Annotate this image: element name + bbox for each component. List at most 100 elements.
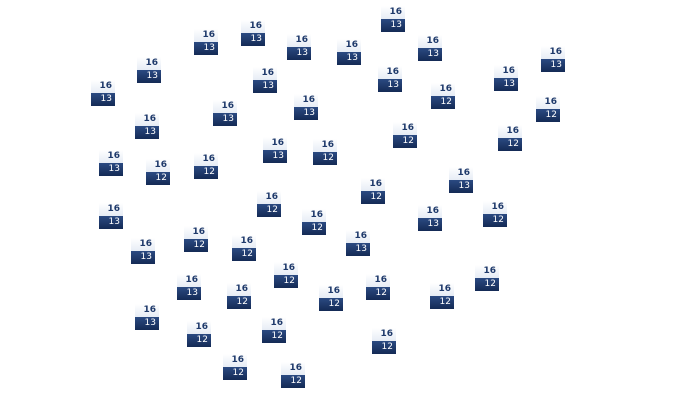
map-marker[interactable]: 16 13 [449,167,473,193]
map-marker[interactable]: 16 13 [418,205,442,231]
marker-bottom-value: 12 [302,222,326,235]
marker-bottom-value: 13 [287,47,311,60]
marker-bottom-value: 13 [494,78,518,91]
marker-top-value: 16 [257,191,281,204]
map-marker[interactable]: 16 12 [184,226,208,252]
marker-top-value: 16 [91,80,115,93]
map-marker[interactable]: 16 12 [274,262,298,288]
marker-bottom-value: 12 [483,214,507,227]
marker-top-value: 16 [287,34,311,47]
map-marker[interactable]: 16 12 [227,283,251,309]
map-marker[interactable]: 16 13 [494,65,518,91]
map-marker[interactable]: 16 12 [232,235,256,261]
marker-bottom-value: 12 [194,166,218,179]
marker-bottom-value: 12 [361,191,385,204]
map-marker[interactable]: 16 13 [381,6,405,32]
marker-top-value: 16 [184,226,208,239]
map-marker[interactable]: 16 12 [257,191,281,217]
marker-bottom-value: 13 [541,59,565,72]
map-marker[interactable]: 16 13 [135,113,159,139]
map-marker[interactable]: 16 12 [223,354,247,380]
marker-bottom-value: 13 [337,52,361,65]
map-marker[interactable]: 16 13 [294,94,318,120]
marker-bottom-value: 12 [257,204,281,217]
map-marker[interactable]: 16 12 [475,265,499,291]
marker-top-value: 16 [146,159,170,172]
map-marker[interactable]: 16 12 [319,285,343,311]
map-marker[interactable]: 16 13 [346,230,370,256]
marker-bottom-value: 12 [281,375,305,388]
map-marker[interactable]: 16 12 [393,122,417,148]
map-marker[interactable]: 16 12 [194,153,218,179]
map-marker[interactable]: 16 13 [378,66,402,92]
map-marker[interactable]: 16 12 [366,274,390,300]
map-marker[interactable]: 16 13 [418,35,442,61]
marker-bottom-value: 12 [232,248,256,261]
marker-bottom-value: 13 [194,42,218,55]
map-marker[interactable]: 16 12 [281,362,305,388]
marker-top-value: 16 [262,317,286,330]
marker-bottom-value: 13 [91,93,115,106]
map-marker[interactable]: 16 13 [213,100,237,126]
marker-top-value: 16 [99,203,123,216]
map-marker[interactable]: 16 12 [187,321,211,347]
map-marker[interactable]: 16 12 [361,178,385,204]
marker-bottom-value: 13 [135,317,159,330]
map-marker[interactable]: 16 13 [99,150,123,176]
marker-top-value: 16 [135,113,159,126]
marker-bottom-value: 13 [177,287,201,300]
marker-top-value: 16 [541,46,565,59]
marker-top-value: 16 [131,238,155,251]
marker-top-value: 16 [274,262,298,275]
map-marker[interactable]: 16 12 [431,83,455,109]
marker-bottom-value: 12 [146,172,170,185]
marker-top-value: 16 [319,285,343,298]
marker-top-value: 16 [253,67,277,80]
marker-top-value: 16 [494,65,518,78]
map-marker[interactable]: 16 13 [91,80,115,106]
map-marker[interactable]: 16 13 [241,20,265,46]
map-marker[interactable]: 16 12 [262,317,286,343]
map-marker[interactable]: 16 13 [137,57,161,83]
marker-top-value: 16 [263,137,287,150]
map-marker[interactable]: 16 13 [287,34,311,60]
map-marker[interactable]: 16 13 [177,274,201,300]
marker-top-value: 16 [194,29,218,42]
marker-bottom-value: 12 [274,275,298,288]
marker-top-value: 16 [232,235,256,248]
marker-top-value: 16 [346,230,370,243]
map-marker[interactable]: 16 13 [253,67,277,93]
map-marker[interactable]: 16 13 [194,29,218,55]
marker-bottom-value: 13 [99,216,123,229]
map-marker[interactable]: 16 13 [337,39,361,65]
marker-top-value: 16 [449,167,473,180]
marker-bottom-value: 13 [131,251,155,264]
map-marker[interactable]: 16 12 [483,201,507,227]
map-marker[interactable]: 16 13 [135,304,159,330]
marker-top-value: 16 [187,321,211,334]
marker-bottom-value: 12 [223,367,247,380]
marker-top-value: 16 [177,274,201,287]
map-marker[interactable]: 16 12 [430,283,454,309]
marker-top-value: 16 [372,328,396,341]
marker-top-value: 16 [483,201,507,214]
map-marker[interactable]: 16 13 [131,238,155,264]
marker-bottom-value: 12 [430,296,454,309]
map-marker[interactable]: 16 12 [313,139,337,165]
marker-bottom-value: 12 [184,239,208,252]
marker-top-value: 16 [431,83,455,96]
map-marker[interactable]: 16 12 [302,209,326,235]
marker-top-value: 16 [337,39,361,52]
map-marker[interactable]: 16 12 [146,159,170,185]
map-marker[interactable]: 16 12 [372,328,396,354]
map-marker[interactable]: 16 13 [263,137,287,163]
map-marker[interactable]: 16 12 [498,125,522,151]
map-marker[interactable]: 16 13 [99,203,123,229]
map-marker[interactable]: 16 13 [541,46,565,72]
marker-top-value: 16 [381,6,405,19]
marker-top-value: 16 [366,274,390,287]
marker-bottom-value: 13 [418,48,442,61]
marker-bottom-value: 13 [418,218,442,231]
map-marker[interactable]: 16 12 [536,96,560,122]
